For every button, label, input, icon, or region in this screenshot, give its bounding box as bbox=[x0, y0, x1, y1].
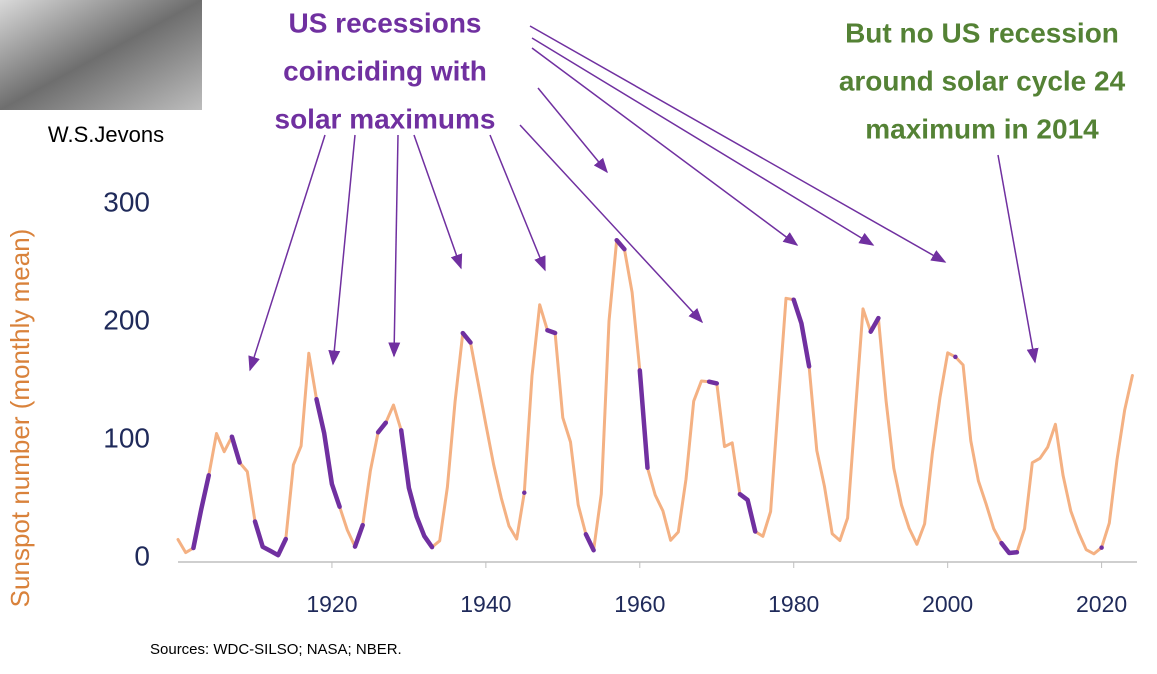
arrow bbox=[250, 135, 325, 370]
annotation: maximum in 2014 bbox=[865, 113, 1099, 144]
y-tick-label: 300 bbox=[103, 186, 150, 217]
arrow bbox=[333, 135, 355, 364]
arrow bbox=[490, 135, 545, 270]
portrait-caption: W.S.Jevons bbox=[48, 122, 164, 147]
arrow bbox=[414, 135, 461, 268]
arrow bbox=[394, 135, 398, 356]
y-tick-label: 0 bbox=[134, 540, 150, 571]
annotation: coinciding with bbox=[283, 55, 487, 86]
y-tick-label: 200 bbox=[103, 304, 150, 335]
x-tick-label: 1980 bbox=[768, 591, 819, 617]
annotation: US recessions bbox=[289, 7, 482, 38]
x-tick-label: 2000 bbox=[922, 591, 973, 617]
annotation: solar maximums bbox=[275, 103, 496, 134]
arrow bbox=[998, 155, 1035, 362]
y-tick-label: 100 bbox=[103, 422, 150, 453]
portrait bbox=[0, 0, 202, 110]
arrow bbox=[538, 88, 607, 172]
x-tick-label: 1940 bbox=[460, 591, 511, 617]
y-axis-title: Sunspot number (monthly mean) bbox=[5, 229, 35, 608]
annotation: But no US recession bbox=[845, 17, 1119, 48]
arrow bbox=[532, 38, 873, 245]
series-line bbox=[178, 240, 1132, 555]
x-tick-label: 1920 bbox=[306, 591, 357, 617]
chart: W.S.Jevons Sunspot number (monthly mean)… bbox=[0, 0, 1157, 669]
x-tick-label: 2020 bbox=[1076, 591, 1127, 617]
x-tick-label: 1960 bbox=[614, 591, 665, 617]
arrow bbox=[532, 48, 797, 245]
annotation: around solar cycle 24 bbox=[839, 65, 1126, 96]
source: Sources: WDC-SILSO; NASA; NBER. bbox=[150, 641, 402, 658]
